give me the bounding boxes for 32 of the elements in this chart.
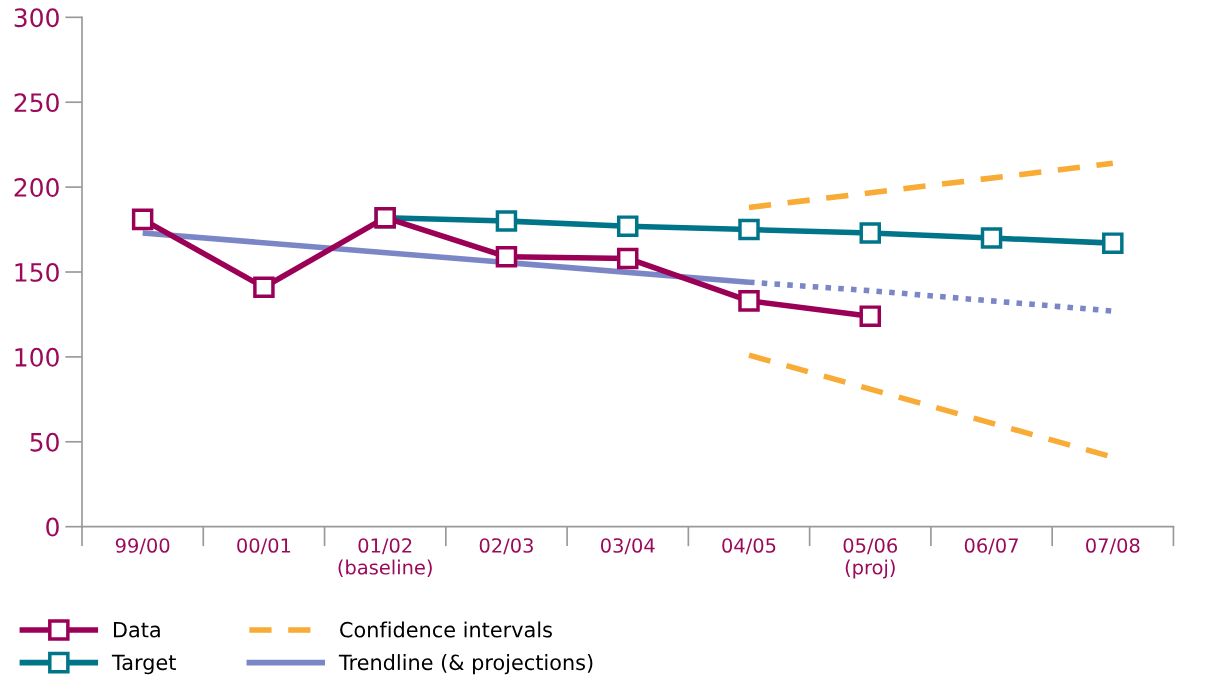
x-tick-label: 99/00 bbox=[115, 538, 170, 555]
y-tick-label: 150 bbox=[15, 262, 59, 282]
x-tick-label: 02/03 bbox=[479, 538, 533, 555]
point bbox=[616, 247, 639, 270]
point bbox=[859, 305, 882, 327]
point bbox=[1102, 232, 1124, 254]
point bbox=[980, 227, 1003, 249]
legend-label: Data bbox=[114, 622, 160, 638]
x-tick-label: 05/06 (proj) bbox=[843, 538, 898, 579]
y-tick-label: 200 bbox=[14, 178, 59, 197]
point bbox=[738, 218, 760, 241]
y-tick-label: 300 bbox=[14, 8, 59, 28]
point bbox=[859, 222, 882, 244]
x-tick-label: 01/02 (baseline) bbox=[338, 538, 432, 577]
point bbox=[738, 290, 760, 312]
y-tick-label: 0 bbox=[46, 517, 59, 537]
legend-label: Trendline (& projections) bbox=[338, 654, 593, 675]
point bbox=[495, 245, 518, 268]
legend-label: Confidence intervals bbox=[340, 621, 552, 638]
point bbox=[616, 215, 639, 237]
legend-label: Target bbox=[111, 654, 176, 675]
y-tick-label: 250 bbox=[14, 93, 59, 113]
y-tick-label: 100 bbox=[15, 347, 59, 367]
x-tick-label: 06/07 bbox=[964, 538, 1018, 555]
x-tick-label: 03/04 bbox=[600, 538, 655, 555]
x-tick-label: 00/01 bbox=[237, 538, 291, 555]
x-tick-label: 07/08 bbox=[1086, 538, 1140, 555]
point bbox=[131, 208, 154, 231]
x-tick-label: 04/05 bbox=[722, 538, 776, 555]
y-tick-label: 50 bbox=[30, 432, 59, 452]
point bbox=[253, 276, 275, 299]
point bbox=[495, 210, 518, 232]
